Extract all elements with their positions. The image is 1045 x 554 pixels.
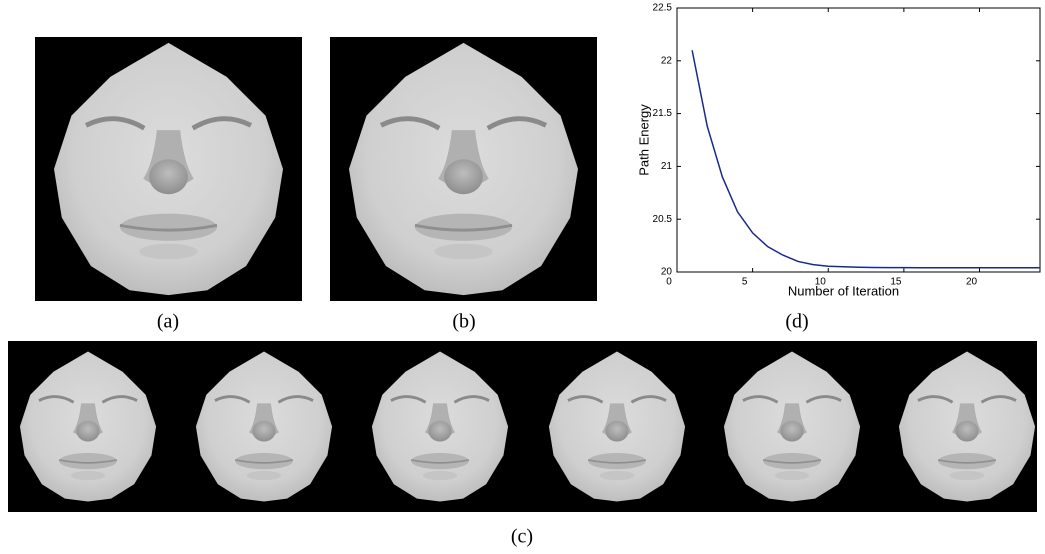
caption: (d) [785, 311, 808, 333]
y-tick-label: 20.5 [653, 214, 673, 225]
y-tick-label: 21.5 [653, 108, 673, 119]
y-axis-label: Path Energy [636, 104, 651, 176]
y-tick-label: 22 [661, 55, 673, 66]
caption: (a) [157, 311, 179, 333]
caption: (b) [452, 311, 475, 333]
image-c [8, 341, 1037, 512]
x-axis-label: Number of Iteration [788, 283, 899, 298]
page: (a) (b) (d) (c) 2020.52121.52222.5051015… [0, 0, 1045, 554]
y-tick-label: 22.5 [653, 3, 673, 14]
x-tick-label: 20 [966, 277, 978, 288]
x-tick-label: 0 [666, 277, 672, 288]
figure: (a) (b) (d) (c) 2020.52121.52222.5051015… [0, 0, 1045, 554]
plot-area [677, 8, 1040, 272]
x-tick-label: 5 [742, 277, 748, 288]
y-tick-label: 21 [661, 161, 673, 172]
caption: (c) [511, 526, 533, 548]
